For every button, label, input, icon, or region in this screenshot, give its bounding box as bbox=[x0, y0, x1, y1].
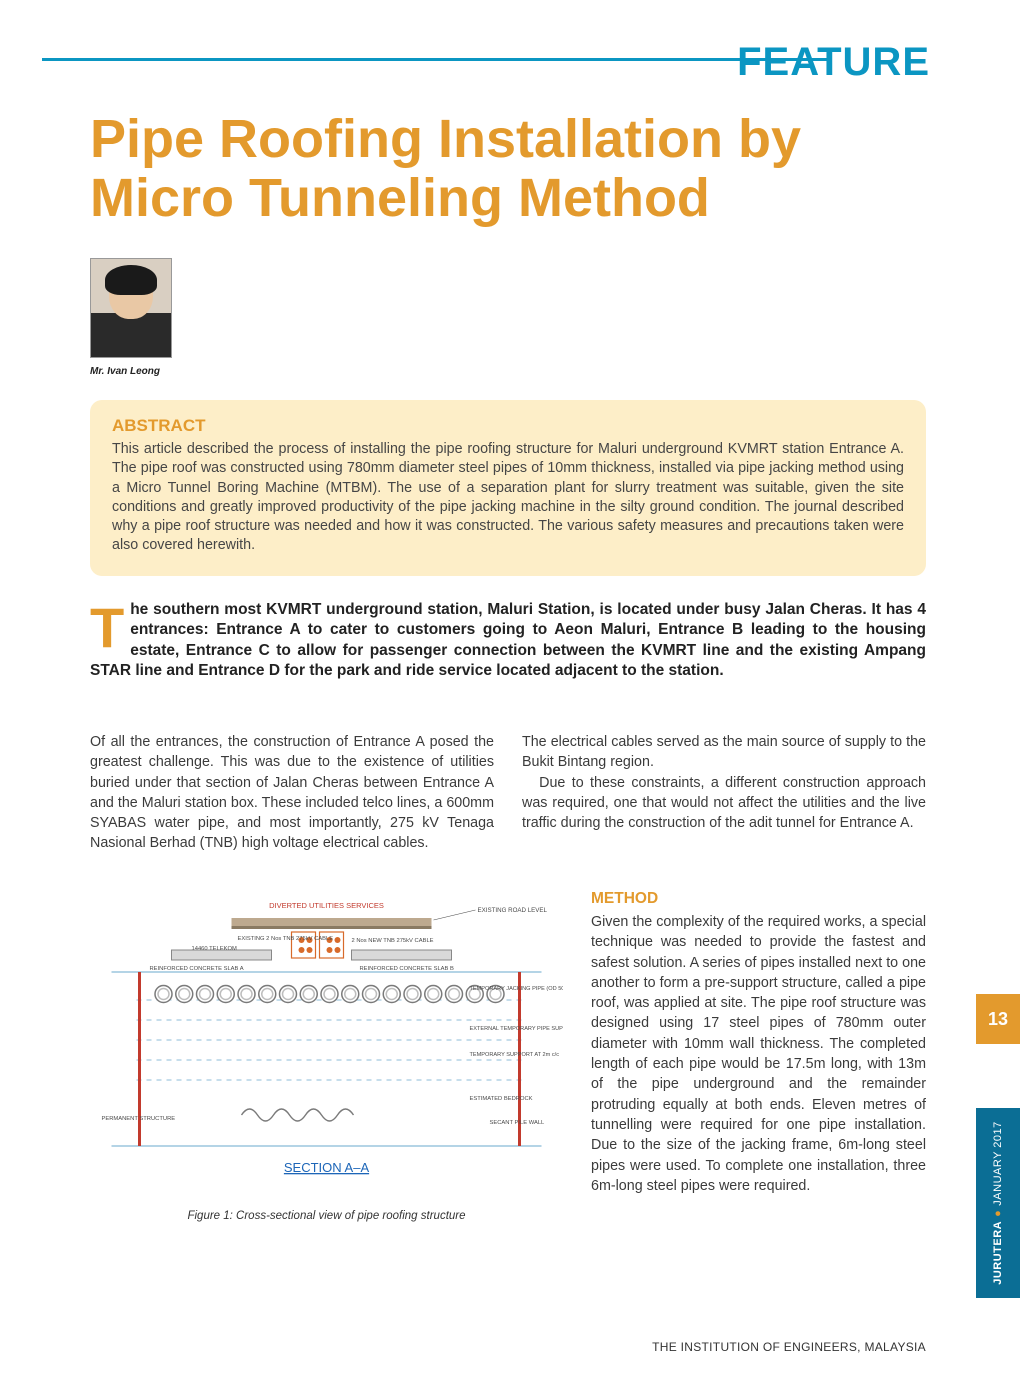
author-block: Mr. Ivan Leong bbox=[90, 258, 185, 377]
page-number-tab: 13 bbox=[976, 994, 1020, 1044]
body-columns: Of all the entrances, the construction o… bbox=[90, 732, 926, 854]
intro-text: he southern most KVMRT underground stati… bbox=[90, 601, 926, 679]
method-body: Given the complexity of the required wor… bbox=[591, 912, 926, 1196]
author-photo bbox=[90, 258, 172, 358]
body-right-p2: Due to these constraints, a different co… bbox=[522, 773, 926, 834]
body-right-p1: The electrical cables served as the main… bbox=[522, 732, 926, 773]
svg-text:PERMANENT STRUCTURE: PERMANENT STRUCTURE bbox=[102, 1116, 176, 1122]
svg-text:REINFORCED CONCRETE SLAB B: REINFORCED CONCRETE SLAB B bbox=[360, 966, 455, 972]
spine-issue: JANUARY 2017 bbox=[992, 1121, 1004, 1205]
method-heading: METHOD bbox=[591, 890, 926, 908]
spine-magazine: JURUTERA bbox=[992, 1221, 1004, 1285]
svg-text:ESTIMATED BEDROCK: ESTIMATED BEDROCK bbox=[470, 1096, 533, 1102]
section-label: FEATURE bbox=[737, 40, 930, 85]
figure-diagram: SECTION A–A DIVERTED UTILITIES SERVICES … bbox=[90, 890, 563, 1195]
fig-section-label: SECTION A–A bbox=[284, 1160, 370, 1175]
header-rule bbox=[42, 58, 830, 61]
intro-paragraph: The southern most KVMRT underground stat… bbox=[90, 600, 926, 682]
svg-text:EXISTING ROAD LEVEL: EXISTING ROAD LEVEL bbox=[478, 907, 548, 914]
author-name: Mr. Ivan Leong bbox=[90, 366, 185, 377]
svg-text:DIVERTED UTILITIES SERVICES: DIVERTED UTILITIES SERVICES bbox=[269, 901, 384, 910]
abstract-heading: ABSTRACT bbox=[112, 416, 904, 436]
article-title: Pipe Roofing Installation by Micro Tunne… bbox=[90, 110, 910, 229]
svg-text:14460 TELEKOM: 14460 TELEKOM bbox=[192, 946, 237, 952]
abstract-body: This article described the process of in… bbox=[112, 440, 904, 556]
body-col-right: The electrical cables served as the main… bbox=[522, 732, 926, 854]
method-column: METHOD Given the complexity of the requi… bbox=[591, 890, 926, 1222]
dropcap: T bbox=[90, 600, 130, 652]
svg-text:2 Nos NEW TNB 275kV CABLE: 2 Nos NEW TNB 275kV CABLE bbox=[352, 938, 434, 944]
figure-caption: Figure 1: Cross-sectional view of pipe r… bbox=[90, 1210, 563, 1222]
body-left-p1: Of all the entrances, the construction o… bbox=[90, 732, 494, 854]
body-col-left: Of all the entrances, the construction o… bbox=[90, 732, 494, 854]
lower-row: SECTION A–A DIVERTED UTILITIES SERVICES … bbox=[90, 890, 926, 1222]
footer-org: THE INSTITUTION OF ENGINEERS, MALAYSIA bbox=[652, 1340, 926, 1354]
figure-wrap: SECTION A–A DIVERTED UTILITIES SERVICES … bbox=[90, 890, 563, 1222]
svg-text:EXISTING 2 Nos TNB 275kV CABLE: EXISTING 2 Nos TNB 275kV CABLE bbox=[238, 936, 334, 942]
svg-text:EXTERNAL TEMPORARY PIPE SUPPOR: EXTERNAL TEMPORARY PIPE SUPPORT AT BOTH … bbox=[470, 1026, 564, 1032]
svg-text:SECANT PILE WALL: SECANT PILE WALL bbox=[490, 1120, 546, 1126]
spine-label: JURUTERA●JANUARY 2017 bbox=[976, 1108, 1020, 1298]
svg-text:TEMPORARY SUPPORT AT 2m c/c: TEMPORARY SUPPORT AT 2m c/c bbox=[470, 1052, 560, 1058]
svg-text:REINFORCED CONCRETE SLAB A: REINFORCED CONCRETE SLAB A bbox=[150, 966, 244, 972]
abstract-box: ABSTRACT This article described the proc… bbox=[90, 400, 926, 576]
svg-text:TEMPORARY JACKING PIPE (OD 508: TEMPORARY JACKING PIPE (OD 508mm, 20mm T… bbox=[470, 986, 564, 992]
